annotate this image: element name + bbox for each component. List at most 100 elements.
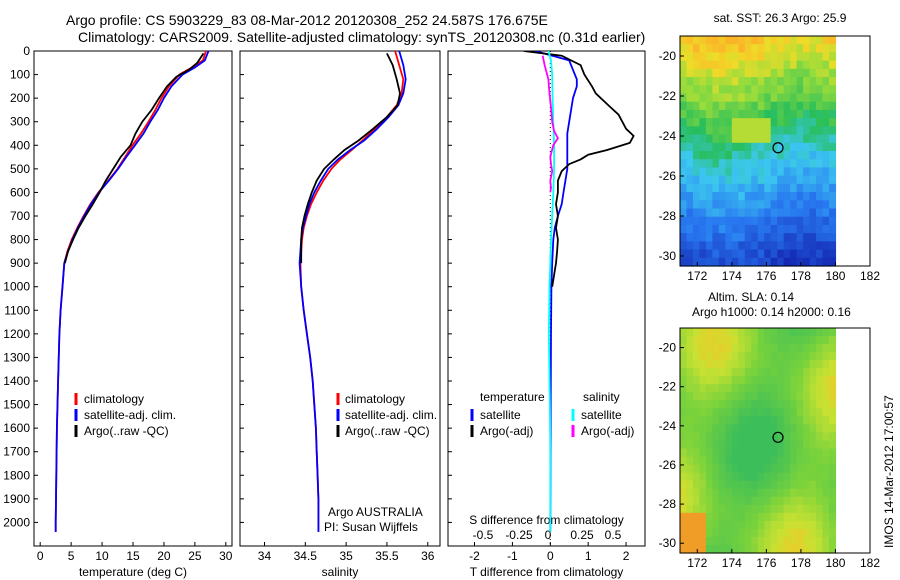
map-cell bbox=[822, 336, 830, 345]
map-cell bbox=[751, 200, 759, 210]
map-cell bbox=[796, 36, 804, 45]
map-cell bbox=[796, 504, 804, 514]
map-cell bbox=[757, 488, 765, 498]
map-cell bbox=[796, 536, 804, 546]
map-cell bbox=[705, 36, 713, 45]
map-cell bbox=[770, 448, 778, 458]
map-cell bbox=[705, 216, 713, 226]
map-cell bbox=[680, 352, 688, 361]
map-cell bbox=[764, 360, 772, 369]
map-cell bbox=[699, 126, 707, 136]
map-cell bbox=[764, 488, 772, 498]
legend-label: satellite bbox=[581, 408, 622, 422]
map-cell bbox=[718, 424, 726, 434]
map-cell bbox=[692, 134, 701, 144]
map-cell bbox=[738, 93, 746, 103]
map-cell bbox=[712, 480, 720, 490]
map-cell bbox=[803, 77, 811, 86]
map-cell bbox=[803, 118, 811, 127]
map-cell bbox=[699, 360, 707, 369]
map-cell bbox=[692, 208, 701, 218]
map-cell bbox=[680, 85, 688, 95]
map-cell bbox=[744, 512, 752, 522]
map-cell bbox=[757, 60, 765, 70]
map-cell bbox=[777, 344, 785, 353]
map-cell bbox=[751, 328, 759, 337]
map-cell bbox=[680, 192, 688, 201]
map-cell bbox=[692, 233, 701, 242]
map-cell bbox=[803, 376, 811, 385]
t-diff-tick-label: -2 bbox=[469, 549, 480, 563]
map-cell bbox=[828, 142, 837, 152]
map-cell bbox=[764, 208, 772, 218]
map-cell bbox=[816, 151, 824, 160]
map-cell bbox=[816, 77, 824, 86]
map-cell bbox=[744, 216, 752, 226]
map-cell bbox=[757, 360, 765, 369]
depth-tick-label: 500 bbox=[10, 162, 30, 176]
temperature-tick-label: 10 bbox=[95, 549, 109, 563]
map-cell bbox=[828, 77, 837, 86]
map-cell bbox=[757, 408, 765, 417]
map-cell bbox=[822, 200, 830, 210]
map-cell bbox=[822, 512, 830, 522]
map-cell bbox=[770, 472, 778, 482]
map-cell bbox=[751, 85, 759, 95]
map-cell bbox=[744, 528, 752, 538]
map-cell bbox=[751, 424, 759, 434]
map-cell bbox=[680, 504, 688, 514]
map-cell bbox=[738, 208, 746, 218]
map-cell bbox=[692, 93, 701, 103]
depth-tick-label: 700 bbox=[10, 209, 30, 223]
map-cell bbox=[744, 544, 752, 554]
map-cell bbox=[757, 520, 765, 530]
map-cell bbox=[699, 472, 707, 482]
map-cell bbox=[692, 167, 701, 177]
difference-line-0 bbox=[534, 51, 578, 532]
map-cell bbox=[809, 233, 817, 242]
map-cell bbox=[809, 93, 817, 103]
map-cell bbox=[770, 101, 778, 111]
map-cell bbox=[816, 336, 824, 345]
map-cell bbox=[725, 233, 733, 242]
map-cell bbox=[738, 472, 746, 482]
map-cell bbox=[738, 142, 746, 152]
map-cell bbox=[692, 192, 701, 201]
map-cell bbox=[809, 520, 817, 530]
map-cell bbox=[692, 544, 701, 554]
map-cell bbox=[731, 536, 739, 546]
map-cell bbox=[686, 360, 694, 369]
map-cell bbox=[725, 432, 733, 442]
map-cell bbox=[751, 134, 759, 144]
map-cell bbox=[783, 118, 791, 127]
map-cell bbox=[790, 101, 798, 111]
map-cell bbox=[744, 77, 752, 86]
map-cell bbox=[777, 68, 785, 78]
map-cell bbox=[705, 208, 713, 218]
map-cell bbox=[803, 159, 811, 169]
map-cell bbox=[744, 68, 752, 78]
map-cell bbox=[712, 384, 720, 393]
map-cell bbox=[751, 142, 759, 152]
map-cell bbox=[770, 456, 778, 466]
map-cell bbox=[803, 134, 811, 144]
map-cell bbox=[699, 192, 707, 201]
map-cell bbox=[777, 488, 785, 498]
map-cell bbox=[712, 368, 720, 377]
map-cell bbox=[757, 328, 765, 337]
map-cell bbox=[751, 392, 759, 401]
map-cell bbox=[777, 257, 785, 267]
map-cell bbox=[764, 44, 772, 54]
map-cell bbox=[757, 233, 765, 242]
map-cell bbox=[816, 257, 824, 267]
map-cell bbox=[796, 118, 804, 127]
map-cell bbox=[705, 448, 713, 458]
map-cell bbox=[712, 536, 720, 546]
map-cell bbox=[712, 175, 720, 185]
map-cell bbox=[718, 167, 726, 177]
map-cell bbox=[718, 241, 726, 251]
map-cell bbox=[770, 151, 778, 160]
map-cell bbox=[770, 520, 778, 530]
map-cell bbox=[783, 151, 791, 160]
map-cell bbox=[705, 520, 713, 530]
